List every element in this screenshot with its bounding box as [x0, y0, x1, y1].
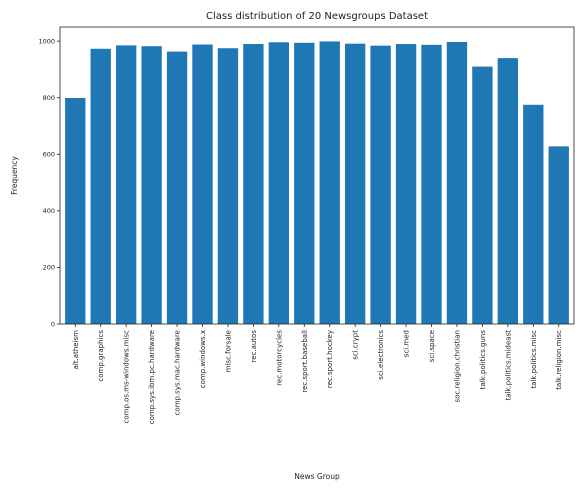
bar-soc-religion-christian [446, 41, 468, 325]
bar-sci-med [395, 43, 417, 324]
bar-sci-crypt [344, 43, 366, 324]
bar-comp-sys-mac-hardware [166, 51, 188, 325]
x-tick-label: talk.politics.guns [479, 330, 487, 390]
x-tick-label: comp.graphics [97, 330, 105, 382]
x-axis-ticks: alt.atheism comp.graphics comp.os.ms-windo… [72, 324, 563, 424]
x-tick-label: sci.space [428, 330, 436, 362]
bar-alt-atheism [65, 98, 86, 324]
bar-comp-windows-x [192, 44, 213, 324]
x-tick-label: misc.forsale [224, 330, 232, 372]
x-tick-label: sci.electronics [377, 330, 385, 380]
bar-misc-forsale [217, 48, 239, 325]
bar-talk-religion-misc [548, 146, 569, 324]
x-tick-label: rec.autos [250, 330, 258, 363]
bar-comp-sys-ibm-pc-hardware [141, 46, 162, 324]
x-tick-label: talk.politics.misc [530, 330, 538, 389]
y-tick-label: 200 [43, 264, 55, 272]
x-tick-label: comp.sys.mac.hardware [174, 330, 182, 415]
x-tick-label: rec.motorcycles [275, 330, 283, 386]
y-axis-ticks: 0 200 400 600 800 1000 [38, 37, 60, 328]
x-tick-label: comp.sys.ibm.pc.hardware [148, 330, 156, 424]
x-tick-label: sci.crypt [352, 330, 360, 360]
bar-sci-electronics [370, 45, 391, 325]
bar-talk-politics-mideast [497, 58, 519, 325]
bar-rec-sport-baseball [294, 42, 315, 325]
x-tick-label: soc.religion.christian [453, 330, 461, 402]
y-tick-label: 600 [43, 151, 55, 159]
y-tick-label: 0 [51, 320, 55, 328]
x-tick-label: talk.religion.misc [555, 330, 563, 390]
x-axis-label: News Group [294, 472, 340, 481]
x-tick-label: talk.politics.mideast [504, 330, 512, 401]
bar-rec-autos [243, 43, 264, 324]
x-tick-label: alt.atheism [72, 330, 80, 370]
plot-frame [59, 26, 575, 325]
x-tick-label: rec.sport.hockey [326, 330, 334, 388]
chart-title: Class distribution of 20 Newsgroups Data… [206, 11, 428, 22]
bar-comp-graphics [90, 48, 111, 324]
bar-rec-sport-hockey [319, 41, 340, 325]
bar-comp-os-ms-windows-misc [115, 45, 137, 324]
x-tick-label: rec.sport.baseball [301, 330, 309, 393]
bar-sci-space [421, 44, 442, 324]
bars-group [65, 41, 569, 325]
bar-talk-politics-misc [523, 104, 544, 324]
y-axis-label: Frequency [10, 156, 19, 195]
x-tick-label: comp.os.ms-windows.misc [123, 330, 131, 424]
bar-talk-politics-guns [472, 66, 493, 324]
bar-rec-motorcycles [268, 42, 290, 325]
x-tick-label: sci.med [403, 330, 411, 357]
y-tick-label: 800 [43, 94, 55, 102]
y-tick-label: 400 [43, 207, 55, 215]
y-tick-label: 1000 [38, 37, 55, 45]
x-tick-label: comp.windows.x [199, 330, 207, 388]
